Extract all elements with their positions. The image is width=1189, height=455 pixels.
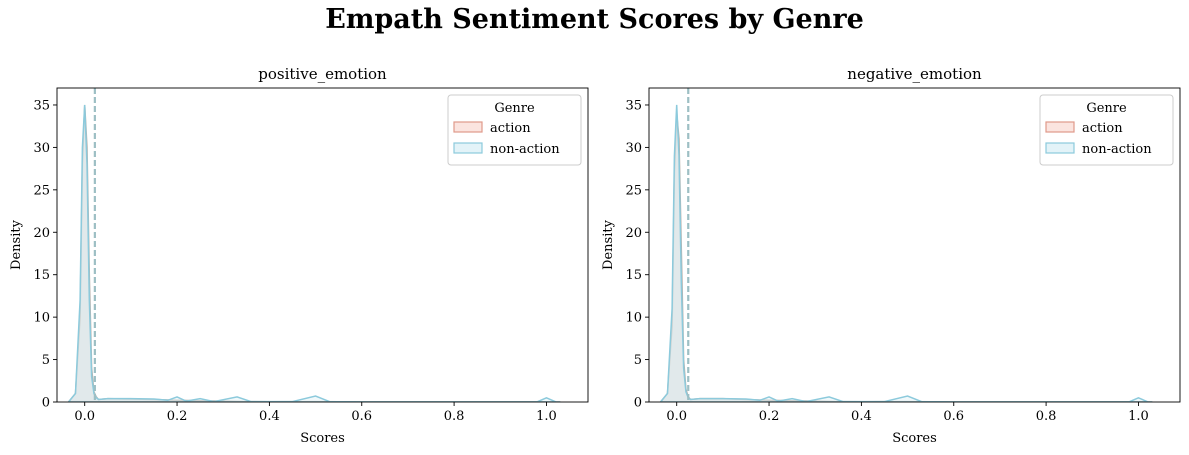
y-tick-label: 35 bbox=[33, 98, 50, 113]
legend-swatch-action bbox=[1045, 121, 1075, 133]
y-tick-label: 25 bbox=[625, 183, 642, 198]
x-axis-label: Scores bbox=[300, 431, 345, 446]
y-tick-label: 5 bbox=[634, 353, 642, 368]
y-tick-label: 35 bbox=[625, 98, 642, 113]
y-tick-label: 20 bbox=[33, 226, 50, 241]
y-tick-label: 25 bbox=[33, 183, 50, 198]
y-axis-label: Density bbox=[601, 219, 616, 270]
legend-label-non-action: non-action bbox=[490, 142, 560, 157]
x-tick-label: 0.2 bbox=[167, 409, 188, 424]
x-tick-label: 0.6 bbox=[943, 409, 964, 424]
y-tick-label: 15 bbox=[625, 268, 642, 283]
figure-title: Empath Sentiment Scores by Genre bbox=[325, 4, 864, 35]
y-tick-label: 30 bbox=[33, 141, 50, 156]
y-tick-label: 10 bbox=[33, 311, 50, 326]
subplot-title: negative_emotion bbox=[847, 65, 982, 83]
y-axis-label: Density bbox=[9, 219, 24, 270]
y-tick-label: 10 bbox=[625, 311, 642, 326]
x-tick-label: 0.8 bbox=[444, 409, 465, 424]
axes-frame bbox=[56, 87, 589, 403]
legend-swatch-non-action bbox=[1045, 142, 1075, 154]
legend: Genre action non-action bbox=[1039, 94, 1174, 166]
x-tick-label: 0.6 bbox=[351, 409, 372, 424]
y-tick-label: 0 bbox=[634, 396, 642, 411]
x-tick-label: 0.8 bbox=[1036, 409, 1057, 424]
y-tick-label: 15 bbox=[33, 268, 50, 283]
x-tick-label: 0.4 bbox=[259, 409, 280, 424]
x-tick-label: 1.0 bbox=[536, 409, 557, 424]
legend: Genre action non-action bbox=[447, 94, 582, 166]
x-tick-label: 0.4 bbox=[851, 409, 872, 424]
legend-swatch-action bbox=[453, 121, 483, 133]
legend-title: Genre bbox=[494, 101, 535, 116]
legend-label-action: action bbox=[490, 121, 531, 136]
y-tick-label: 0 bbox=[42, 396, 50, 411]
y-tick-label: 20 bbox=[625, 226, 642, 241]
subplot-title: positive_emotion bbox=[258, 65, 387, 83]
x-tick-label: 0.0 bbox=[666, 409, 687, 424]
legend-label-non-action: non-action bbox=[1082, 142, 1152, 157]
subplot-1: 0.0 0.2 0.4 0.6 0.8 1.0 0 5 10 15 20 25 30 35 positive… bbox=[9, 65, 589, 446]
y-tick-label: 5 bbox=[42, 353, 50, 368]
subplot-2: 0.0 0.2 0.4 0.6 0.8 1.0 0 5 10 15 20 25 30 35 negative… bbox=[601, 65, 1181, 446]
legend-title: Genre bbox=[1086, 101, 1127, 116]
x-tick-label: 0.2 bbox=[759, 409, 780, 424]
x-tick-label: 0.0 bbox=[74, 409, 95, 424]
axes-frame bbox=[648, 87, 1181, 403]
y-tick-label: 30 bbox=[625, 141, 642, 156]
x-axis-label: Scores bbox=[892, 431, 937, 446]
legend-swatch-non-action bbox=[453, 142, 483, 154]
x-tick-label: 1.0 bbox=[1128, 409, 1149, 424]
legend-label-action: action bbox=[1082, 121, 1123, 136]
